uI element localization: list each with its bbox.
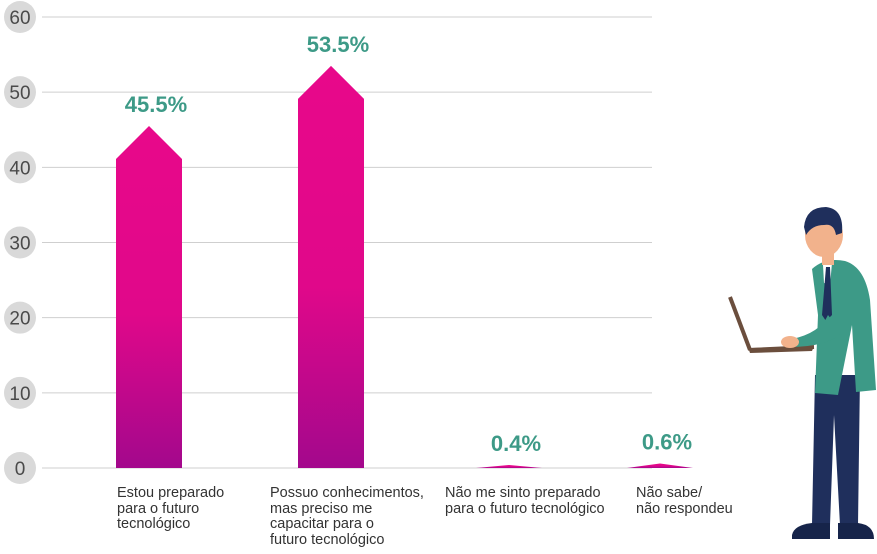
y-tick-label: 60 — [9, 8, 30, 29]
bar — [298, 65, 364, 468]
data-label: 0.6% — [642, 429, 692, 454]
y-tick-label: 10 — [9, 384, 30, 405]
man-with-laptop-icon — [728, 207, 876, 539]
data-label: 53.5% — [307, 32, 369, 57]
bar — [627, 463, 693, 468]
y-tick-badge — [4, 376, 36, 409]
y-tick-badge — [4, 1, 36, 33]
data-label: 45.5% — [125, 92, 187, 117]
y-axis: 0 10 20 30 40 50 60 — [4, 1, 36, 484]
x-tick-label: Não sabe/ não respondeu — [636, 485, 733, 517]
data-label: 0.4% — [491, 431, 541, 456]
bar — [476, 464, 542, 468]
y-tick-label: 40 — [9, 158, 30, 179]
bar — [116, 125, 182, 468]
y-tick-badge — [4, 151, 36, 184]
x-tick-label: Estou preparado para o futuro tecnológic… — [117, 485, 225, 532]
y-tick-badge — [4, 452, 36, 484]
y-tick-badge — [4, 226, 36, 259]
y-tick-badge — [4, 76, 36, 109]
y-tick-label: 50 — [9, 83, 30, 104]
bars — [116, 65, 693, 468]
x-tick-label: Possuo conhecimentos, mas preciso me cap… — [270, 485, 424, 548]
y-tick-label: 30 — [9, 234, 30, 255]
y-tick-badge — [4, 301, 36, 334]
x-tick-label: Não me sinto preparado para o futuro tec… — [445, 485, 605, 517]
value-labels: 45.5% 53.5% 0.4% 0.6% — [125, 32, 692, 456]
y-tick-label: 0 — [15, 459, 26, 480]
y-tick-label: 20 — [9, 309, 30, 330]
